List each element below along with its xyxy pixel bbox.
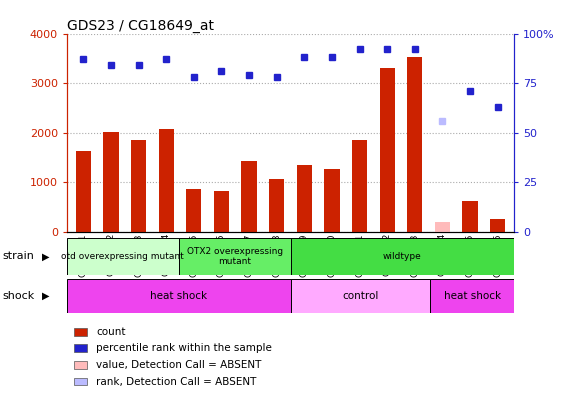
Bar	[74, 345, 87, 352]
Bar	[290, 279, 431, 313]
Text: value, Detection Call = ABSENT: value, Detection Call = ABSENT	[96, 360, 261, 370]
Text: control: control	[342, 291, 379, 301]
Text: wildtype: wildtype	[383, 252, 422, 261]
Bar	[242, 162, 257, 232]
Bar	[74, 361, 87, 369]
Bar	[324, 169, 339, 232]
Bar	[269, 179, 284, 232]
Text: GDS23 / CG18649_at: GDS23 / CG18649_at	[67, 19, 214, 32]
Bar	[462, 201, 478, 232]
Text: percentile rank within the sample: percentile rank within the sample	[96, 343, 272, 353]
Bar	[407, 57, 422, 232]
Bar	[352, 139, 367, 232]
Bar	[490, 219, 505, 232]
Bar	[67, 238, 179, 275]
Bar	[297, 165, 312, 232]
Bar	[74, 378, 87, 385]
Text: shock: shock	[3, 291, 35, 301]
Bar	[379, 68, 394, 232]
Bar	[431, 279, 514, 313]
Bar	[67, 279, 290, 313]
Text: ▶: ▶	[42, 251, 49, 261]
Bar	[214, 191, 229, 232]
Bar	[290, 238, 514, 275]
Bar	[131, 140, 146, 232]
Text: ▶: ▶	[42, 291, 49, 301]
Text: strain: strain	[3, 251, 35, 261]
Bar	[187, 188, 202, 232]
Text: count: count	[96, 327, 125, 337]
Text: rank, Detection Call = ABSENT: rank, Detection Call = ABSENT	[96, 377, 256, 387]
Bar	[74, 328, 87, 336]
Bar	[435, 222, 450, 232]
Bar	[179, 238, 290, 275]
Text: otd overexpressing mutant: otd overexpressing mutant	[62, 252, 184, 261]
Bar	[76, 151, 91, 232]
Bar	[159, 129, 174, 232]
Bar	[103, 131, 119, 232]
Text: heat shock: heat shock	[444, 291, 501, 301]
Text: OTX2 overexpressing
mutant: OTX2 overexpressing mutant	[187, 247, 282, 266]
Text: heat shock: heat shock	[150, 291, 207, 301]
